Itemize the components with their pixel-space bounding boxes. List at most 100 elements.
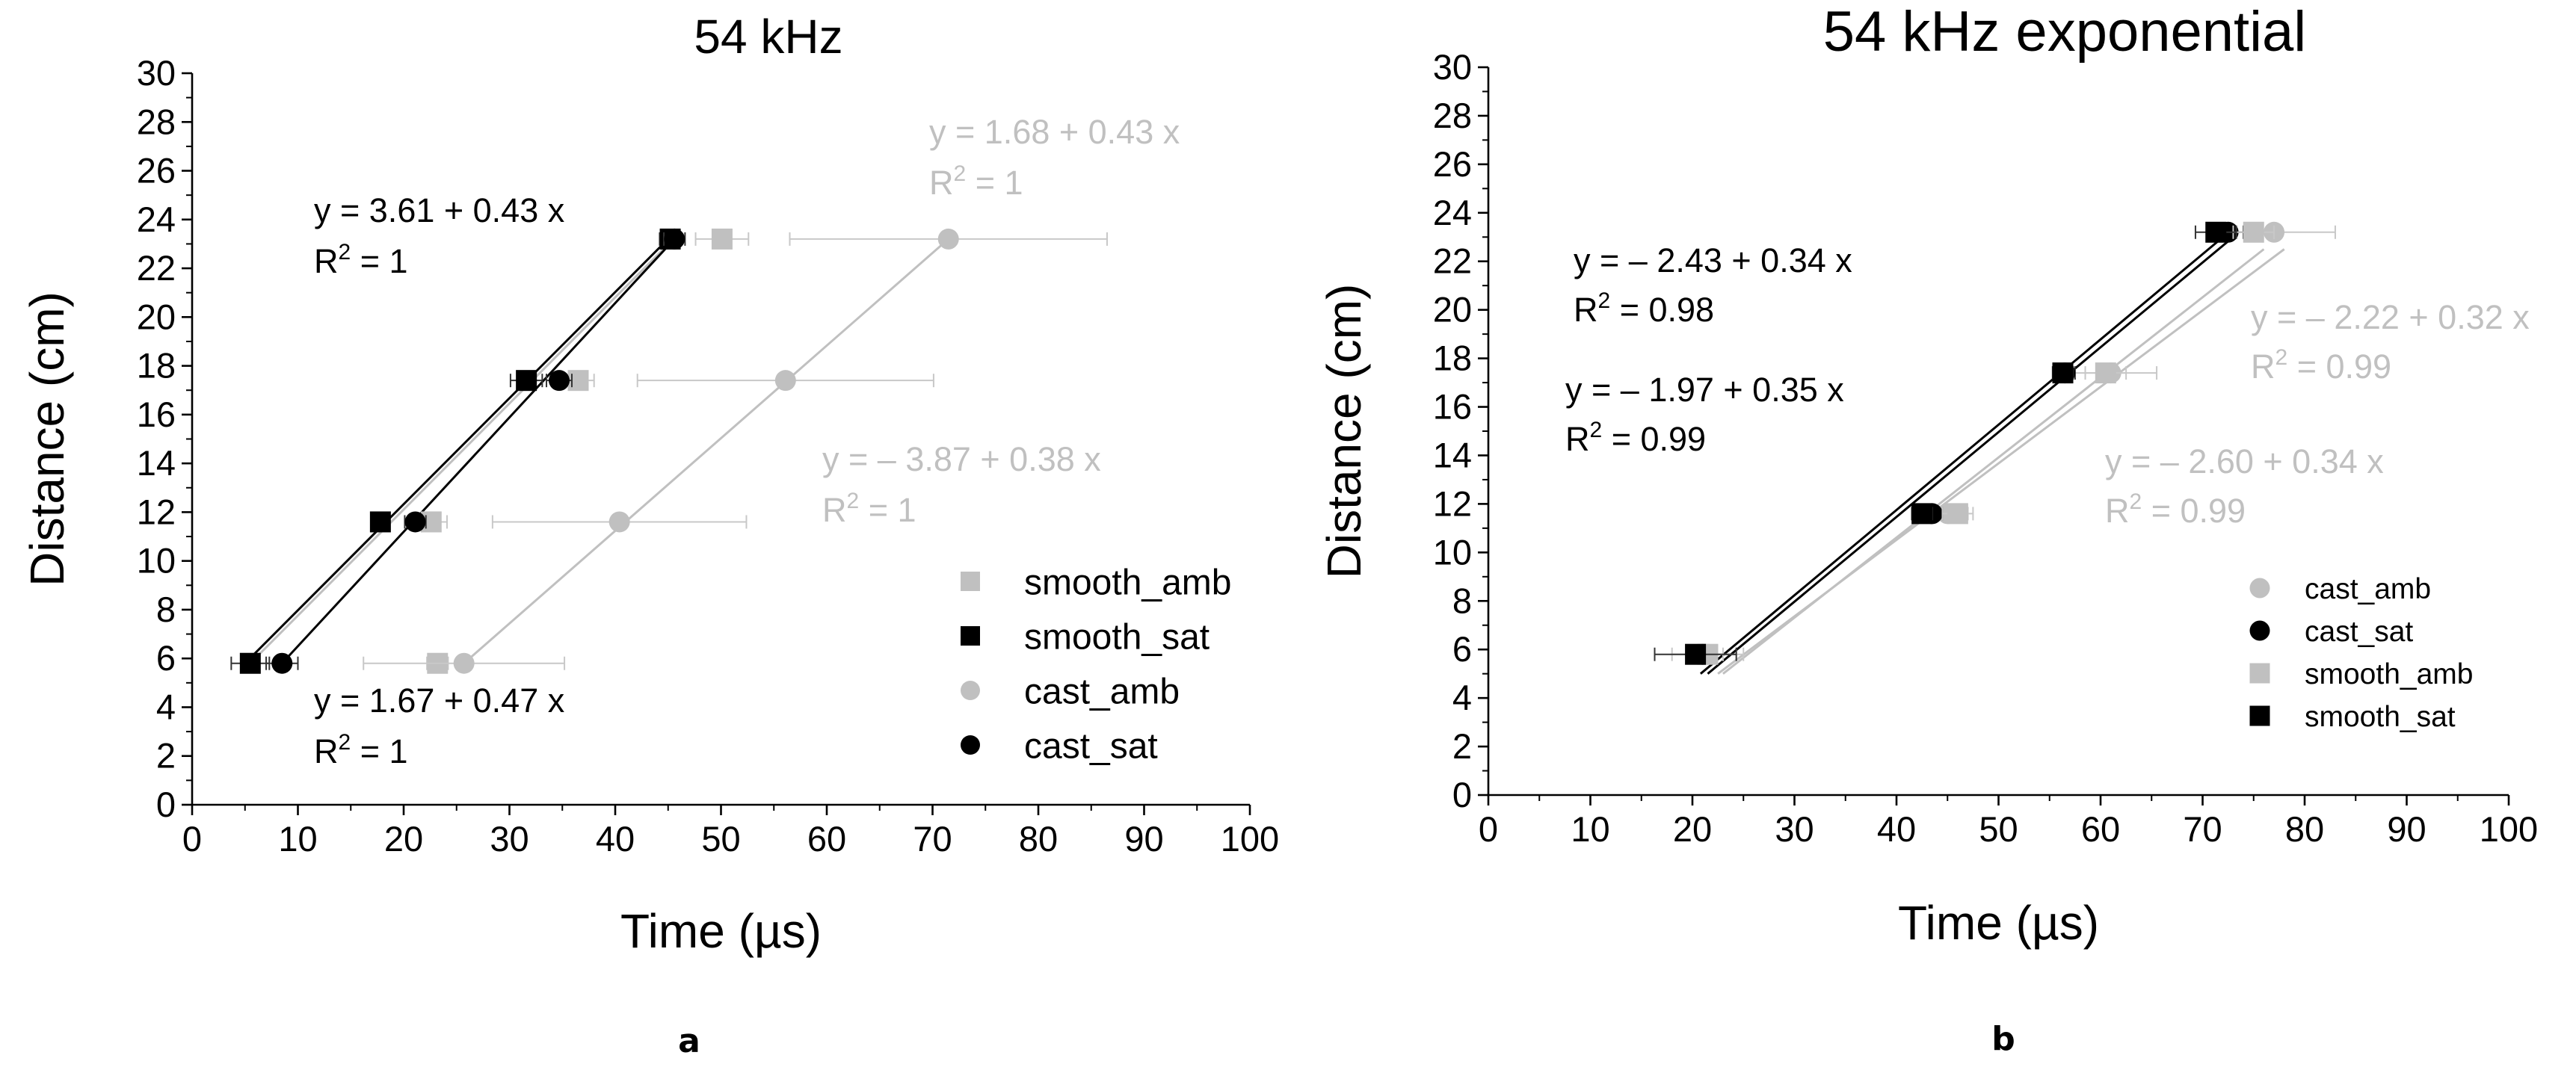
marker-square-smooth_amb bbox=[2095, 362, 2116, 384]
marker-square-smooth_sat bbox=[239, 652, 261, 674]
x-axis-label: Time (µs) bbox=[620, 904, 822, 958]
fit-r-squared: R2 = 0.99 bbox=[2251, 345, 2391, 386]
marker-square-smooth_sat bbox=[369, 511, 391, 533]
x-tick-label: 20 bbox=[1673, 809, 1712, 849]
y-tick-label: 16 bbox=[137, 395, 176, 434]
y-tick-label: 2 bbox=[1452, 726, 1472, 766]
y-tick-label: 18 bbox=[1433, 338, 1472, 378]
marker-circle-cast_sat bbox=[664, 228, 685, 250]
legend-marker-smooth_sat bbox=[961, 626, 980, 646]
y-tick-label: 28 bbox=[1433, 96, 1472, 135]
legend-marker-cast_sat bbox=[961, 735, 980, 755]
x-axis-label: Time (µs) bbox=[1898, 896, 2099, 950]
y-tick-label: 10 bbox=[1433, 532, 1472, 572]
fit-r-squared: R2 = 1 bbox=[929, 161, 1023, 202]
chart-title: 54 kHz exponential bbox=[1823, 0, 2306, 64]
x-tick-label: 80 bbox=[2285, 809, 2324, 849]
legend-marker-smooth_amb bbox=[961, 572, 980, 591]
y-tick-label: 22 bbox=[137, 248, 176, 288]
y-tick-label: 24 bbox=[1433, 193, 1472, 232]
y-tick-label: 24 bbox=[137, 200, 176, 239]
y-axis-label: Distance (cm) bbox=[20, 291, 74, 587]
x-tick-label: 100 bbox=[1221, 819, 1279, 859]
x-tick-label: 40 bbox=[1877, 809, 1916, 849]
legend-label-cast_amb: cast_amb bbox=[2305, 573, 2431, 605]
x-tick-label: 90 bbox=[2387, 809, 2426, 849]
marker-square-smooth_amb bbox=[1947, 503, 1968, 525]
fit-r-squared: R2 = 0.99 bbox=[2105, 489, 2246, 530]
y-axis-label: Distance (cm) bbox=[1317, 284, 1371, 579]
marker-circle-cast_amb bbox=[608, 511, 630, 533]
y-tick-label: 0 bbox=[156, 785, 176, 824]
y-tick-label: 18 bbox=[137, 346, 176, 386]
marker-circle-cast_sat bbox=[271, 652, 293, 674]
x-tick-label: 10 bbox=[1571, 809, 1609, 849]
marker-square-smooth_amb bbox=[711, 228, 733, 250]
fit-equation: y = – 2.43 + 0.34 x bbox=[1574, 241, 1852, 279]
fit-line-cast_amb bbox=[463, 238, 949, 664]
marker-square-smooth_sat bbox=[1685, 643, 1707, 665]
marker-circle-cast_amb bbox=[453, 652, 475, 674]
fit-line-smooth_amb bbox=[249, 238, 674, 664]
x-tick-label: 50 bbox=[1979, 809, 2018, 849]
fit-r-squared: R2 = 1 bbox=[314, 240, 408, 280]
fit-equation: y = – 2.22 + 0.32 x bbox=[2251, 298, 2530, 336]
marker-square-smooth_amb bbox=[2243, 221, 2264, 243]
x-tick-label: 50 bbox=[701, 819, 740, 859]
x-tick-label: 10 bbox=[278, 819, 317, 859]
x-tick-label: 0 bbox=[182, 819, 202, 859]
y-tick-label: 26 bbox=[1433, 144, 1472, 184]
legend-label-smooth_sat: smooth_sat bbox=[1024, 617, 1210, 657]
legend-marker-cast_amb bbox=[961, 681, 980, 700]
y-tick-label: 8 bbox=[156, 590, 176, 629]
y-tick-label: 2 bbox=[156, 736, 176, 776]
chart-title: 54 kHz bbox=[694, 10, 842, 64]
y-tick-label: 4 bbox=[156, 687, 176, 726]
x-tick-label: 70 bbox=[913, 819, 952, 859]
fit-line-cast_sat bbox=[281, 238, 676, 664]
fit-line-smooth_amb bbox=[1722, 248, 2265, 675]
fit-r-squared: R2 = 0.98 bbox=[1574, 288, 1714, 329]
marker-square-smooth_sat bbox=[2205, 221, 2227, 243]
y-tick-label: 16 bbox=[1433, 387, 1472, 427]
legend-label-smooth_sat: smooth_sat bbox=[2305, 701, 2456, 733]
x-tick-label: 30 bbox=[490, 819, 529, 859]
y-tick-label: 6 bbox=[156, 638, 176, 678]
legend-marker-cast_amb bbox=[2249, 578, 2270, 599]
x-tick-label: 70 bbox=[2183, 809, 2222, 849]
legend-marker-smooth_sat bbox=[2249, 705, 2270, 726]
legend-label-smooth_amb: smooth_amb bbox=[2305, 658, 2473, 690]
legend-marker-smooth_amb bbox=[2249, 663, 2270, 684]
y-tick-label: 26 bbox=[137, 151, 176, 191]
fit-equation: y = 1.68 + 0.43 x bbox=[929, 113, 1180, 151]
marker-square-smooth_sat bbox=[516, 370, 537, 392]
x-tick-label: 100 bbox=[2480, 809, 2538, 849]
y-tick-label: 0 bbox=[1452, 775, 1472, 814]
fit-equation: y = – 2.60 + 0.34 x bbox=[2105, 442, 2384, 480]
fit-equation: y = 3.61 + 0.43 x bbox=[314, 191, 565, 229]
panel-letter: a bbox=[678, 1022, 700, 1060]
fit-equation: y = – 1.97 + 0.35 x bbox=[1565, 371, 1844, 409]
legend-label-smooth_amb: smooth_amb bbox=[1024, 563, 1231, 602]
marker-square-smooth_sat bbox=[1911, 503, 1933, 525]
y-tick-label: 4 bbox=[1452, 678, 1472, 717]
x-tick-label: 0 bbox=[1479, 809, 1498, 849]
y-tick-label: 10 bbox=[137, 541, 176, 581]
fit-line-smooth_sat bbox=[244, 238, 669, 664]
y-tick-label: 6 bbox=[1452, 629, 1472, 669]
y-tick-label: 28 bbox=[137, 102, 176, 141]
legend-label-cast_sat: cast_sat bbox=[2305, 616, 2413, 648]
legend-label-cast_amb: cast_amb bbox=[1024, 672, 1180, 711]
x-tick-label: 60 bbox=[2081, 809, 2120, 849]
marker-circle-cast_sat bbox=[549, 370, 570, 392]
fit-equation: y = – 3.87 + 0.38 x bbox=[822, 440, 1101, 478]
fit-r-squared: R2 = 0.99 bbox=[1565, 418, 1706, 458]
y-tick-label: 22 bbox=[1433, 241, 1472, 281]
y-tick-label: 30 bbox=[137, 53, 176, 93]
legend-label-cast_sat: cast_sat bbox=[1024, 726, 1158, 766]
fit-line-cast_sat bbox=[1707, 236, 2234, 675]
x-tick-label: 80 bbox=[1019, 819, 1058, 859]
x-tick-label: 90 bbox=[1124, 819, 1163, 859]
